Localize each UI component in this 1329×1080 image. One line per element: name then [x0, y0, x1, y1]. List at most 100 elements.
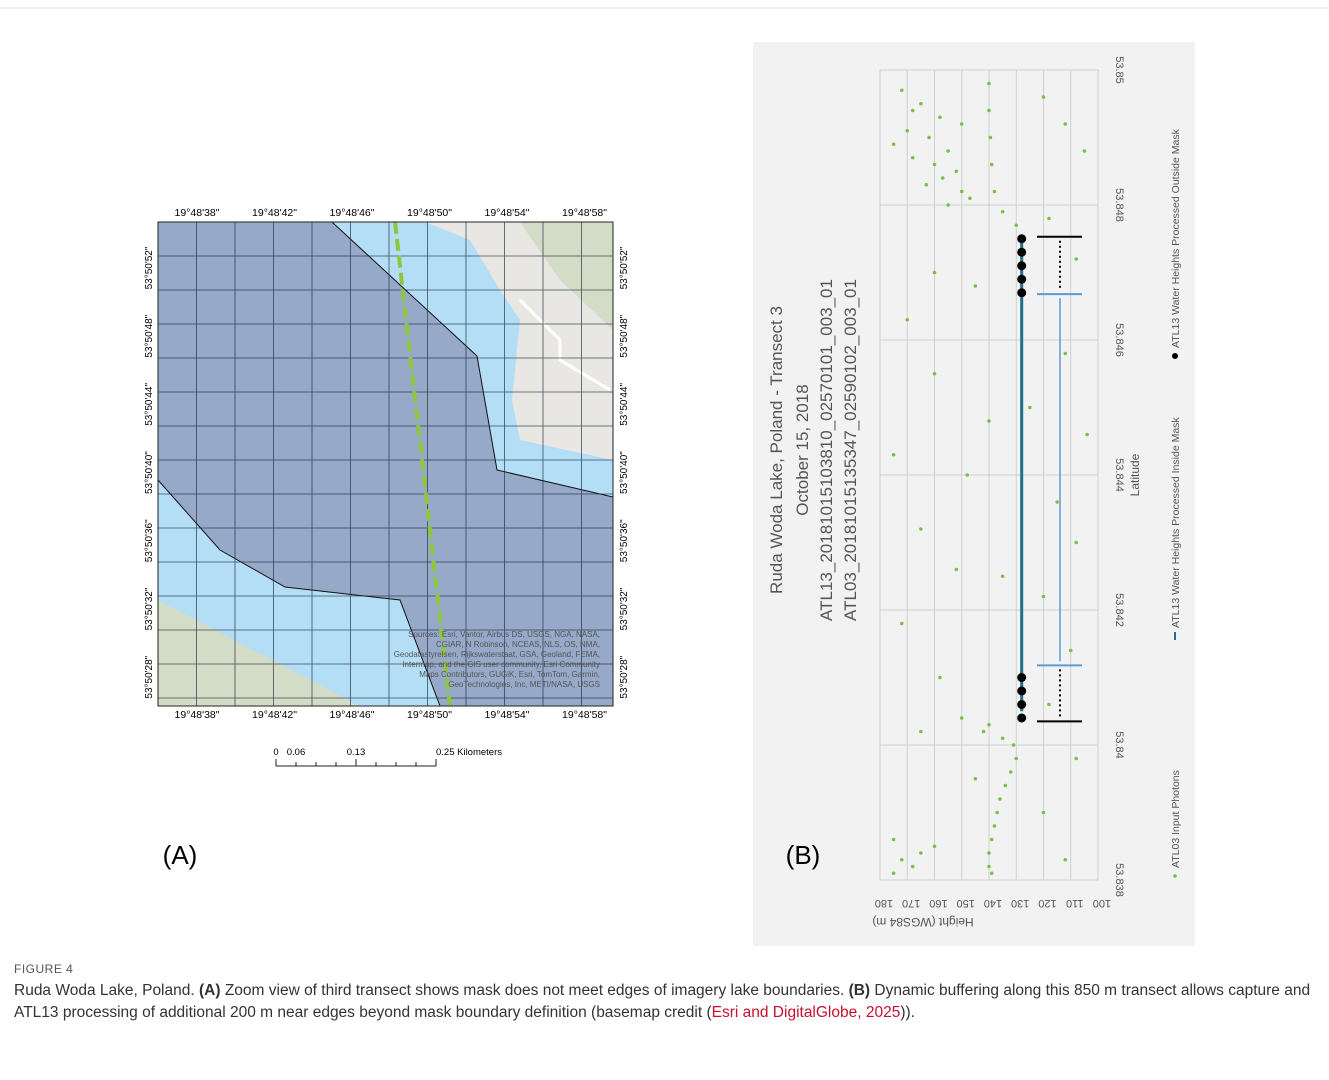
point — [1009, 770, 1013, 774]
point — [1083, 149, 1087, 153]
point — [925, 183, 929, 187]
lon-label: 19°48'50" — [407, 207, 452, 219]
lat-label: 53°50'28" — [619, 655, 630, 698]
point — [1017, 248, 1026, 257]
point — [974, 284, 978, 288]
panel-label: (B) — [786, 840, 821, 870]
point — [955, 568, 959, 572]
x-tick-label: 53.838 — [1113, 863, 1125, 897]
y-axis-label: Height (WGS84 m) — [872, 915, 973, 929]
point — [911, 865, 915, 869]
point — [1017, 700, 1026, 709]
point — [1014, 757, 1018, 761]
point — [990, 163, 994, 167]
legend-label: ATL13 Water Heights Processed Inside Mas… — [1170, 417, 1182, 628]
lon-label: 19°48'50" — [407, 709, 452, 721]
x-tick-label: 53.846 — [1113, 323, 1125, 357]
lon-label: 19°48'54" — [485, 709, 530, 721]
point — [933, 163, 937, 167]
point — [1001, 210, 1005, 214]
point — [1017, 687, 1026, 696]
point — [946, 203, 950, 207]
scale-label: 0 — [273, 747, 278, 758]
lat-label: 53°50'44" — [144, 383, 155, 426]
point — [987, 109, 991, 113]
figure-number: FIGURE 4 — [14, 958, 1314, 980]
lat-label: 53°50'32" — [144, 587, 155, 630]
point — [960, 190, 964, 194]
lat-label: 53°50'40" — [144, 451, 155, 494]
y-tick-label: 170 — [902, 897, 920, 909]
lon-label: 19°48'38" — [175, 207, 220, 219]
point — [987, 82, 991, 86]
lon-label: 19°48'58" — [562, 207, 607, 219]
point — [900, 622, 904, 626]
point — [998, 797, 1002, 801]
point — [1064, 122, 1068, 126]
y-tick-label: 130 — [1011, 897, 1029, 909]
lat-label: 53°50'48" — [619, 314, 630, 357]
chart-subtitle: ATL03_20181015135347_02590102_003_01 — [841, 279, 860, 621]
attribution: Intermap, and the GIS user community, Es… — [402, 660, 600, 669]
point — [1042, 811, 1046, 815]
point — [919, 527, 923, 531]
point — [1047, 703, 1051, 707]
point — [938, 115, 942, 119]
point — [1074, 257, 1078, 261]
scale-label: 0.13 — [347, 747, 366, 758]
x-tick-label: 53.844 — [1113, 458, 1125, 492]
lat-label: 53°50'36" — [144, 519, 155, 562]
point — [911, 156, 915, 160]
point — [900, 858, 904, 862]
point — [1014, 223, 1018, 227]
point — [1017, 714, 1026, 723]
point — [927, 136, 931, 140]
lon-label: 19°48'42" — [252, 207, 297, 219]
attribution: CGIAR, N Robinson, NCEAS, NLS, OS, NMA, — [436, 640, 600, 649]
caption-label: (B) — [849, 982, 871, 999]
point — [960, 716, 964, 720]
point — [1028, 406, 1032, 410]
citation-link[interactable]: Esri and DigitalGlobe, 2025 — [712, 1004, 901, 1021]
lon-label: 19°48'46" — [330, 709, 375, 721]
point — [900, 88, 904, 92]
point — [1001, 574, 1005, 578]
point — [938, 676, 942, 680]
lat-label: 53°50'52" — [619, 246, 630, 289]
lat-label: 53°50'40" — [619, 451, 630, 494]
attribution: Sources: Esri, Vantor, Airbus DS, USGS, … — [408, 630, 600, 639]
y-tick-label: 100 — [1093, 897, 1111, 909]
y-tick-label: 110 — [1066, 897, 1084, 909]
panel-label: (A) — [163, 840, 198, 870]
point — [1064, 352, 1068, 356]
point — [1042, 95, 1046, 99]
lat-label: 53°50'44" — [619, 383, 630, 426]
point — [965, 473, 969, 477]
point — [987, 865, 991, 869]
point — [892, 142, 896, 146]
point — [1074, 757, 1078, 761]
legend-label: ATL03 Input Photons — [1170, 770, 1182, 868]
point — [933, 372, 937, 376]
y-tick-label: 150 — [957, 897, 975, 909]
point — [989, 136, 993, 140]
caption-end: )). — [900, 1004, 915, 1021]
lon-label: 19°48'46" — [330, 207, 375, 219]
lon-label: 19°48'58" — [562, 709, 607, 721]
point — [987, 419, 991, 423]
point — [974, 777, 978, 781]
lat-label: 53°50'36" — [619, 519, 630, 562]
point — [1085, 433, 1089, 437]
point — [911, 109, 915, 113]
x-tick-label: 53.84 — [1113, 731, 1125, 759]
point — [892, 871, 896, 875]
point — [960, 122, 964, 126]
point — [1012, 743, 1016, 747]
scale-label: 0.25 Kilometers — [436, 747, 502, 758]
point — [905, 129, 909, 133]
point — [990, 838, 994, 842]
point — [987, 723, 991, 727]
point — [919, 730, 923, 734]
point — [933, 844, 937, 848]
caption-label: (A) — [199, 982, 221, 999]
